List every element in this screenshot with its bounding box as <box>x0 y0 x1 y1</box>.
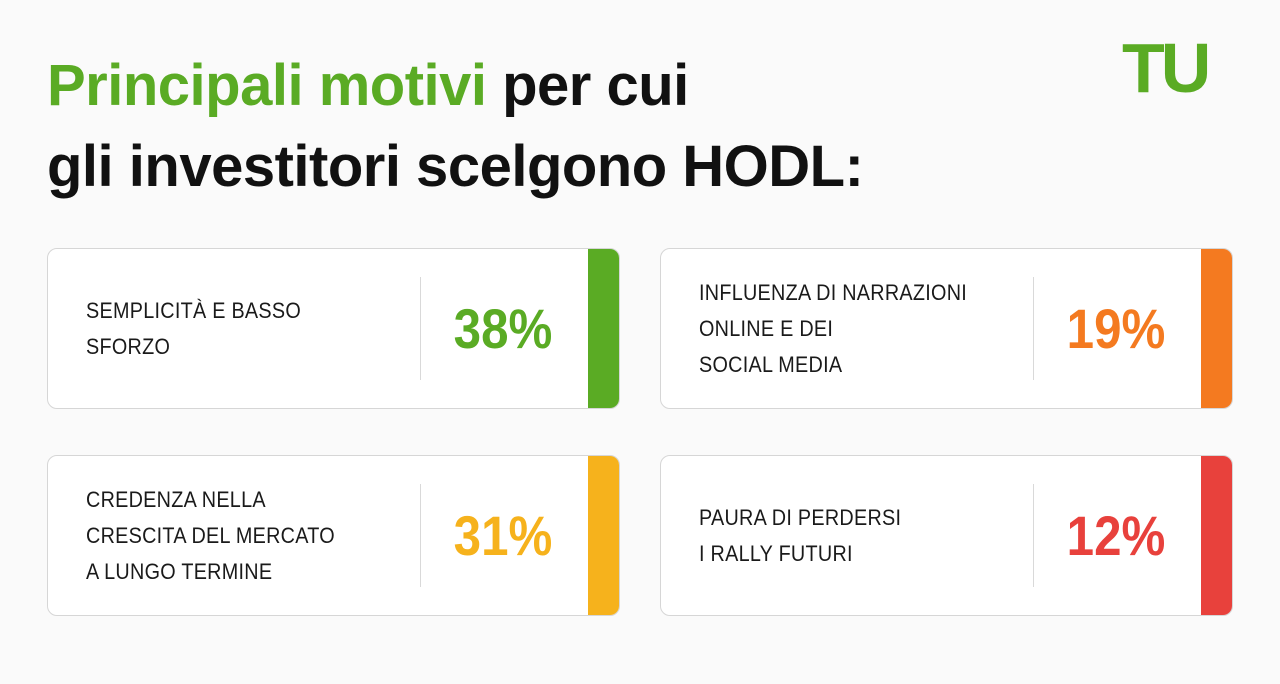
accent-bar <box>1201 456 1232 615</box>
card-value: 38% <box>453 297 553 360</box>
label-line: A LUNGO TERMINE <box>86 558 273 584</box>
label-line: INFLUENZA DI NARRAZIONI <box>699 279 968 305</box>
label-line: I RALLY FUTURI <box>699 540 853 566</box>
label-line: SEMPLICITÀ E BASSO <box>86 297 302 323</box>
label-line: CRESCITA DEL MERCATO <box>86 522 335 548</box>
accent-bar <box>1201 249 1232 408</box>
title-rest: per cui <box>502 53 689 118</box>
card-value: 19% <box>1066 297 1166 360</box>
logo: TU <box>1122 29 1211 107</box>
card: INFLUENZA DI NARRAZIONI ONLINE E DEI SOCIA… <box>660 248 1233 409</box>
card: CREDENZA NELLA CRESCITA DEL MERCATO A LUNG… <box>47 455 620 616</box>
divider <box>420 277 421 380</box>
accent-bar <box>588 456 619 615</box>
title-line-1: Principali motivi per cui <box>47 52 689 119</box>
divider <box>420 484 421 587</box>
divider <box>1033 484 1034 587</box>
title-line-2: gli investitori scelgono HODL: <box>47 134 864 199</box>
card-label: PAURA DI PERDERSI I RALLY FUTURI <box>699 456 996 615</box>
card-label: CREDENZA NELLA CRESCITA DEL MERCATO A LUNG… <box>86 456 383 615</box>
card-value: 31% <box>453 504 553 567</box>
card: PAURA DI PERDERSI I RALLY FUTURI 12% <box>660 455 1233 616</box>
card-label: SEMPLICITÀ E BASSO SFORZO <box>86 249 383 408</box>
title-highlight: Principali motivi <box>47 53 487 118</box>
label-line: CREDENZA NELLA <box>86 486 266 512</box>
accent-bar <box>588 249 619 408</box>
card-value: 12% <box>1066 504 1166 567</box>
label-line: ONLINE E DEI <box>699 315 834 341</box>
label-line: SOCIAL MEDIA <box>699 351 843 377</box>
card: SEMPLICITÀ E BASSO SFORZO 38% <box>47 248 620 409</box>
divider <box>1033 277 1034 380</box>
label-line: SFORZO <box>86 333 171 359</box>
label-line: PAURA DI PERDERSI <box>699 504 902 530</box>
card-label: INFLUENZA DI NARRAZIONI ONLINE E DEI SOCIA… <box>699 249 996 408</box>
